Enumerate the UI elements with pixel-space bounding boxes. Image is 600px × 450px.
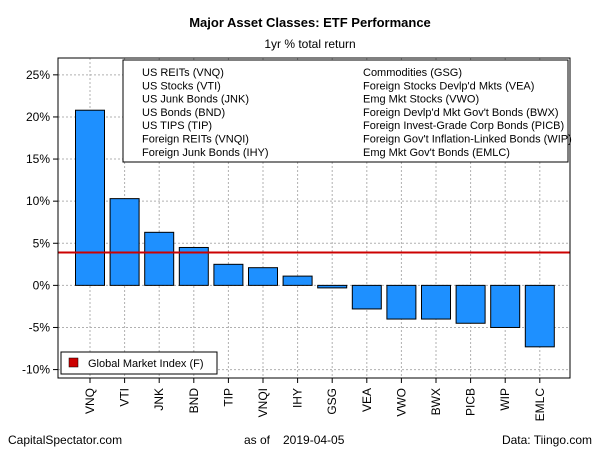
bar-vnqi [248,267,278,286]
fund-legend-entry: Foreign Stocks Devlp'd Mkts (VEA) [363,80,534,92]
x-tick-label: VEA [360,388,374,412]
reference-legend: Global Market Index (F) [60,351,218,375]
bar-tip [213,263,244,286]
fund-legend-entry: US Bonds (BND) [142,107,225,119]
fund-legend-left-column: US REITs (VNQ)US Stocks (VTI) US Junk Bon… [142,67,269,159]
x-tick-label: WIP [498,388,512,411]
bar-vnq [75,109,105,286]
reference-legend-swatch [68,357,79,368]
x-tick-label: VNQI [256,388,270,417]
bar-jnk [144,231,175,286]
footer-source-left: CapitalSpectator.com [8,433,122,447]
y-tick-label: -5% [29,320,51,334]
x-tick-label: JNK [152,388,166,411]
x-tick-label: IHY [291,388,305,408]
bar-vwo [386,284,417,320]
fund-legend-entry: Emg Mkt Gov't Bonds (EMLC) [363,147,510,159]
bar-picb [455,284,486,324]
fund-legend-entry: US Stocks (VTI) [142,80,221,92]
x-tick-label: PICB [464,388,478,416]
fund-legend-entry: Foreign Junk Bonds (IHY) [142,147,269,159]
bar-wip [490,284,521,328]
chart-title: Major Asset Classes: ETF Performance [189,15,431,30]
x-tick-label: VWO [394,388,408,417]
y-axis: -10% -5% 0% 5% 10% 15% 20% 25% [22,68,58,377]
y-tick-label: 5% [33,236,51,250]
bar-ihy [282,275,313,286]
fund-legend-entry: Foreign Invest-Grade Corp Bonds (PICB) [363,120,564,132]
y-tick-label: -10% [22,363,50,377]
fund-legend-entry: Emg Mkt Stocks (VWO) [363,94,479,106]
bar-gsg [317,284,348,289]
fund-legend-entry: Foreign REITs (VNQI) [142,134,249,146]
y-tick-label: 20% [26,110,50,124]
x-tick-label: TIP [221,388,235,407]
fund-legend-box [122,59,569,163]
bar-emlc [524,284,555,348]
reference-legend-box [60,351,218,375]
fund-legend-entry: Commodities (GSG) [363,67,462,79]
plot-frame [57,57,571,379]
x-tick-label: VTI [118,388,132,407]
footer-as-of-label: as of [244,433,271,447]
x-tick-label: BWX [429,388,443,415]
x-tick-label: EMLC [533,388,547,422]
bar-vti [109,198,140,286]
y-tick-label: 10% [26,194,50,208]
fund-legend-entry: US Junk Bonds (JNK) [142,94,249,106]
bar-bwx [421,284,451,320]
y-tick-label: 25% [26,68,50,82]
fund-legend: US REITs (VNQ)US Stocks (VTI) US Junk Bon… [122,59,572,163]
footer-source-right: Data: Tiingo.com [502,433,592,447]
x-tick-label: VNQ [83,388,97,414]
y-tick-label: 15% [26,152,50,166]
x-tick-label: GSG [325,388,339,415]
bar-bnd [178,246,209,286]
x-axis: VNQ VTI JNK BND TIP VNQI IHY GSG VEA VWO BWX PICB WI… [83,378,547,421]
bar-vea [351,284,382,310]
fund-legend-entry: US TIPS (TIP) [142,120,212,132]
chart-subtitle: 1yr % total return [264,37,355,51]
footer-as-of-date: 2019-04-05 [283,433,345,447]
fund-legend-entry: Foreign Devlp'd Mkt Gov't Bonds (BWX) [363,107,559,119]
reference-legend-label: Global Market Index (F) [88,358,204,370]
y-tick-label: 0% [33,278,51,292]
fund-legend-entry: US REITs (VNQ) [142,67,224,79]
x-tick-label: BND [187,388,201,414]
bars [75,109,555,348]
fund-legend-entry: Foreign Gov't Inflation-Linked Bonds (WI… [363,134,572,146]
fund-legend-right-column: Commodities (GSG)Foreign Stocks Devlp'd … [363,67,572,159]
